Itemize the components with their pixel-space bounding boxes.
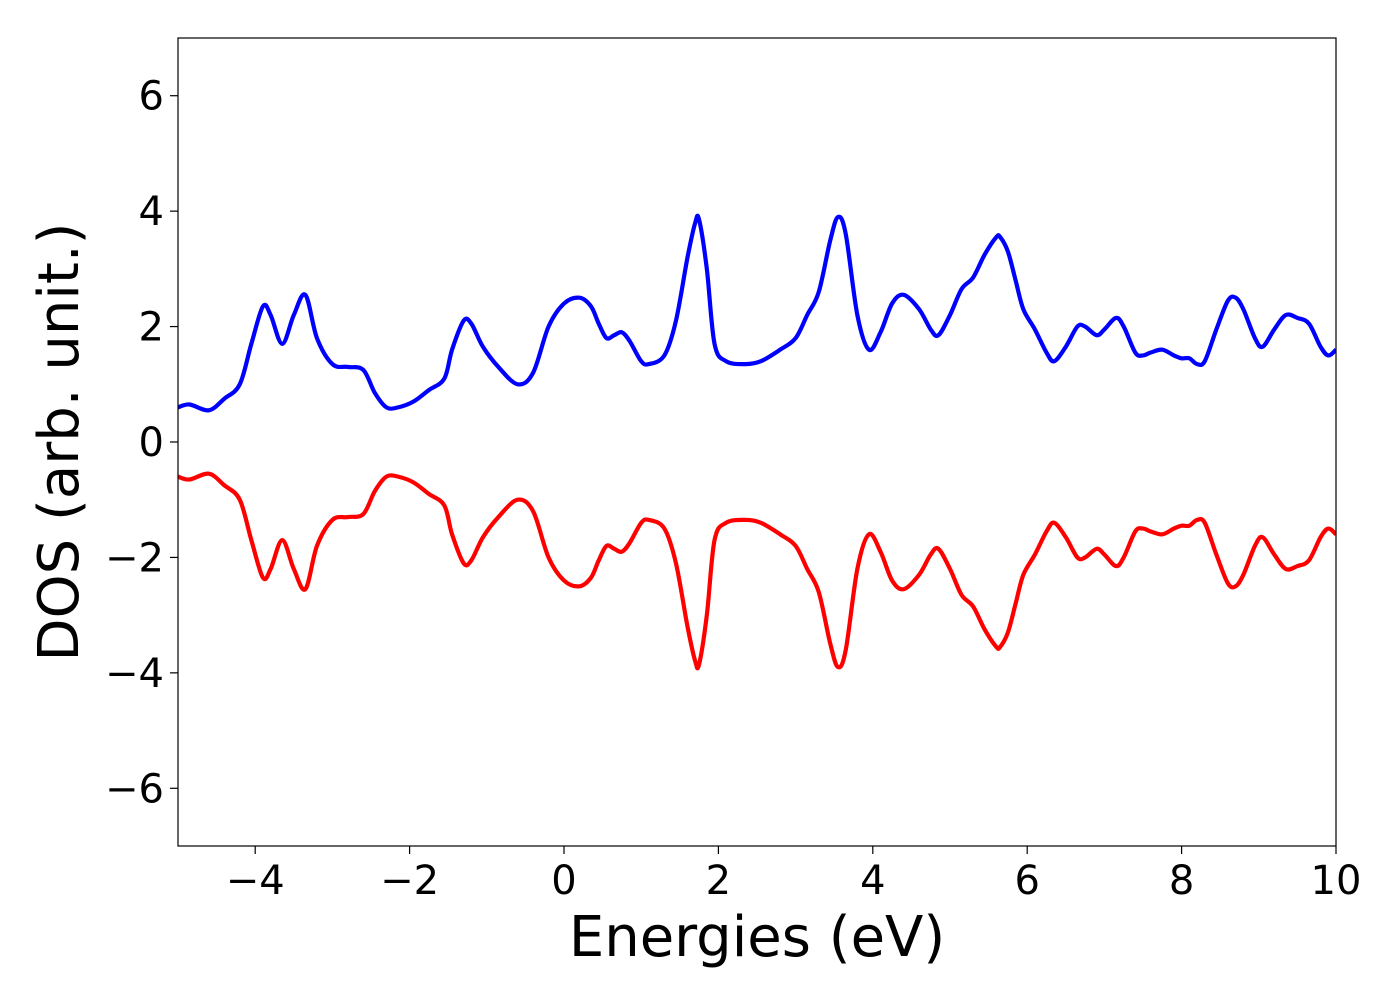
y-tick-label: −6	[105, 766, 164, 812]
x-tick-label: −2	[380, 858, 439, 904]
series-line-2	[178, 471, 1336, 671]
y-tick-label: 4	[139, 189, 164, 235]
y-tick-label: 0	[139, 420, 164, 466]
x-axis-label: Energies (eV)	[569, 905, 945, 970]
y-tick-label: −2	[105, 535, 164, 581]
x-tick-label: 0	[551, 858, 576, 904]
y-tick-label: 2	[139, 305, 164, 351]
y-tick-label: −4	[105, 651, 164, 697]
y-axis-label: DOS (arb. unit.)	[27, 222, 92, 661]
x-tick-label: 6	[1014, 858, 1039, 904]
x-tick-label: −4	[226, 858, 285, 904]
y-tick-label: 6	[139, 74, 164, 120]
plot-area	[178, 38, 1336, 846]
x-tick-label: 2	[706, 858, 731, 904]
series-line-1	[178, 213, 1336, 413]
x-tick-label: 4	[860, 858, 885, 904]
x-tick-label: 8	[1169, 858, 1194, 904]
x-tick-label: 10	[1311, 858, 1362, 904]
